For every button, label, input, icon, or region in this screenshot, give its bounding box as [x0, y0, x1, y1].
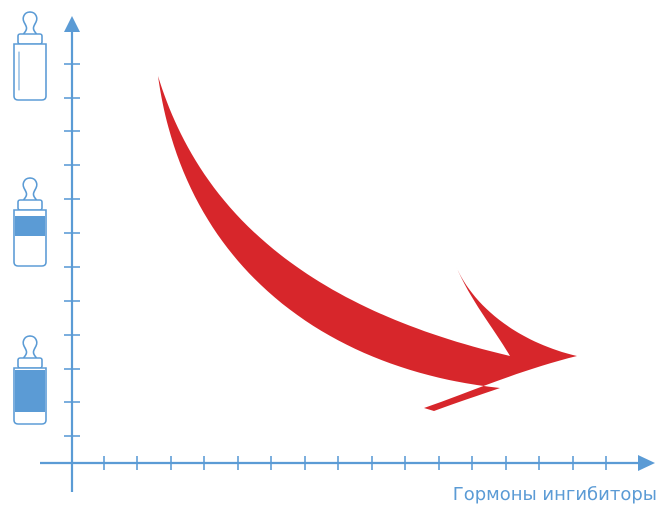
baby-bottle-icon-full — [13, 335, 47, 425]
baby-bottle-icon-empty — [13, 11, 47, 101]
y-axis — [64, 16, 80, 492]
x-axis-ticks — [103, 456, 607, 470]
x-axis — [40, 455, 655, 471]
baby-bottle-icon-half — [13, 177, 47, 267]
x-axis-label: Гормоны ингибиторы — [452, 484, 657, 505]
y-axis-ticks — [64, 63, 80, 437]
decreasing-trend-arrow — [158, 76, 577, 411]
